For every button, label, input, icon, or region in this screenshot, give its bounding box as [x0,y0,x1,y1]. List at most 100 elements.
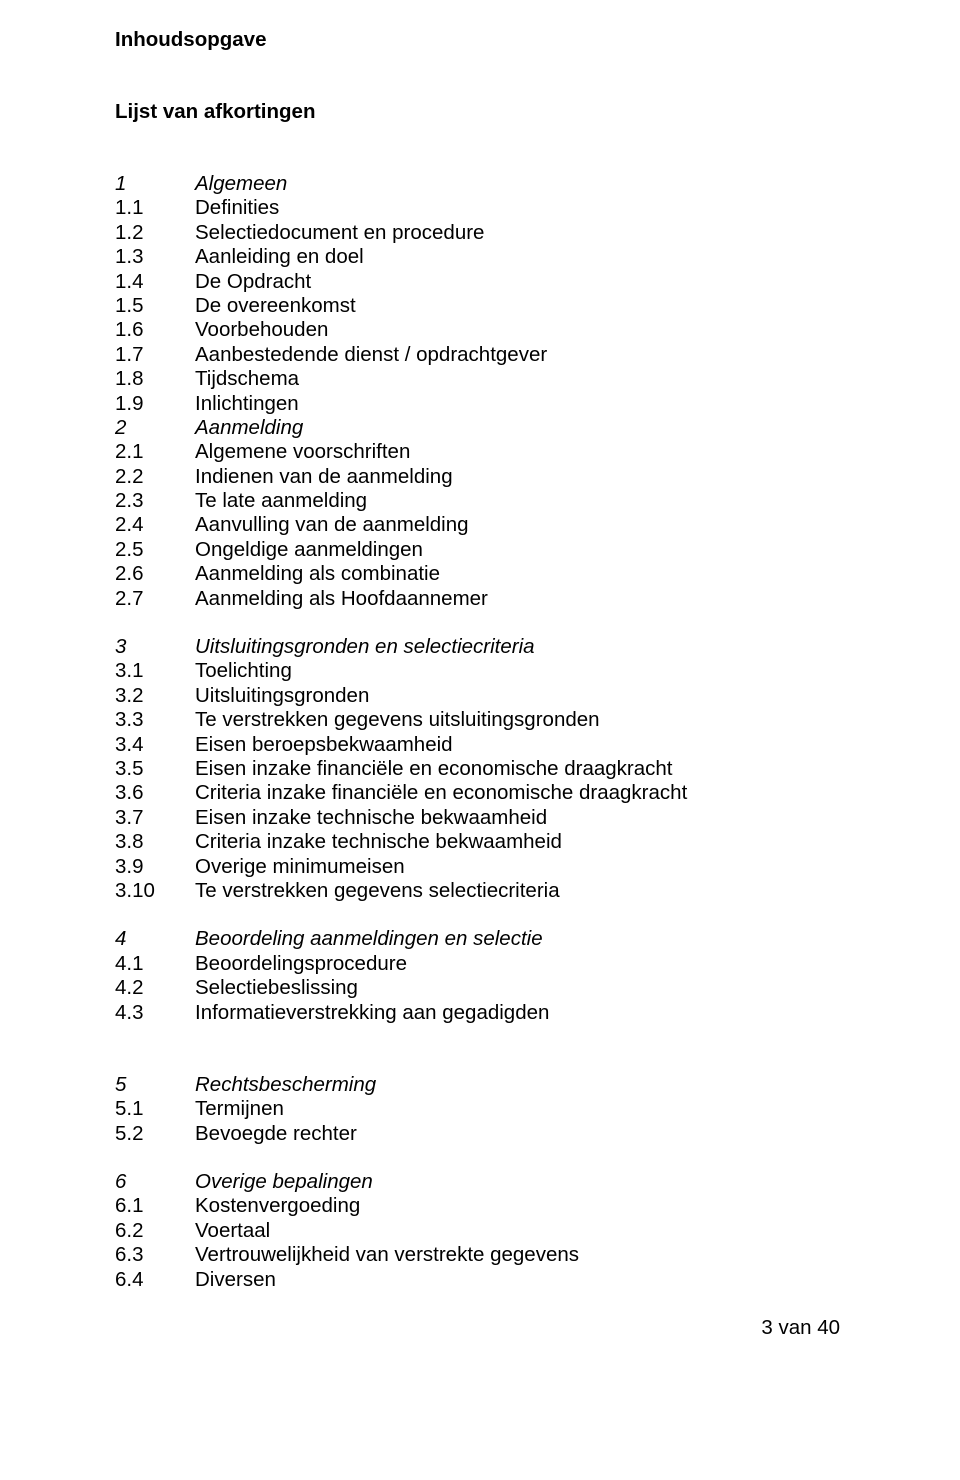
toc-section-number: 1 [115,172,195,196]
toc-item-label: Algemene voorschriften [195,440,840,464]
toc-item-label: Selectiebeslissing [195,976,840,1000]
toc-item-number: 1.6 [115,318,195,342]
toc-item: 1.6Voorbehouden [115,318,840,342]
toc-item: 2.4Aanvulling van de aanmelding [115,513,840,537]
toc-item-number: 3.6 [115,781,195,805]
toc-item: 3.10Te verstrekken gegevens selectiecrit… [115,879,840,903]
toc-section-label: Rechtsbescherming [195,1073,840,1097]
toc-item-number: 3.4 [115,733,195,757]
toc-item-number: 6.4 [115,1268,195,1292]
toc-section-label: Uitsluitingsgronden en selectiecriteria [195,635,840,659]
toc-item-number: 3.10 [115,879,195,903]
toc-item-label: Overige minimumeisen [195,855,840,879]
toc-item-label: Selectiedocument en procedure [195,221,840,245]
toc-section: 4Beoordeling aanmeldingen en selectie4.1… [115,927,840,1025]
toc-item-label: Te late aanmelding [195,489,840,513]
toc-item: 5.1Termijnen [115,1097,840,1121]
toc-item-number: 2.4 [115,513,195,537]
toc-item-label: Uitsluitingsgronden [195,684,840,708]
toc-item: 1.5De overeenkomst [115,294,840,318]
toc-item-number: 6.3 [115,1243,195,1267]
toc-item-label: Eisen inzake financiële en economische d… [195,757,840,781]
toc-section-number: 6 [115,1170,195,1194]
toc-item-number: 3.8 [115,830,195,854]
toc-item-number: 4.3 [115,1001,195,1025]
toc-item-number: 1.4 [115,270,195,294]
toc-item-label: De Opdracht [195,270,840,294]
toc-item: 2.7Aanmelding als Hoofdaannemer [115,587,840,611]
toc-item-number: 3.9 [115,855,195,879]
toc-item-label: Informatieverstrekking aan gegadigden [195,1001,840,1025]
toc-item-label: Criteria inzake financiële en economisch… [195,781,840,805]
toc-item: 3.1Toelichting [115,659,840,683]
toc-item-number: 1.2 [115,221,195,245]
toc-item-label: Bevoegde rechter [195,1122,840,1146]
toc-item: 2.1Algemene voorschriften [115,440,840,464]
toc-item-label: Kostenvergoeding [195,1194,840,1218]
toc-item-label: Eisen beroepsbekwaamheid [195,733,840,757]
toc-item: 3.9Overige minimumeisen [115,855,840,879]
toc-item: 1.3Aanleiding en doel [115,245,840,269]
toc-group-top: 1Algemeen1.1Definities1.2Selectiedocumen… [115,172,840,1025]
toc-item: 4.3Informatieverstrekking aan gegadigden [115,1001,840,1025]
toc-item: 3.2Uitsluitingsgronden [115,684,840,708]
toc-item: 1.9Inlichtingen [115,392,840,416]
toc-item-number: 4.1 [115,952,195,976]
toc-section-head: 1Algemeen [115,172,840,196]
toc-item-number: 4.2 [115,976,195,1000]
toc-item-number: 3.3 [115,708,195,732]
toc-section-label: Aanmelding [195,416,840,440]
toc-item-number: 3.1 [115,659,195,683]
toc-item: 3.7Eisen inzake technische bekwaamheid [115,806,840,830]
toc-section-head: 5Rechtsbescherming [115,1073,840,1097]
toc-section: 5Rechtsbescherming5.1Termijnen5.2Bevoegd… [115,1073,840,1146]
toc-item: 4.2Selectiebeslissing [115,976,840,1000]
toc-item: 3.4Eisen beroepsbekwaamheid [115,733,840,757]
toc-section: 6Overige bepalingen6.1Kostenvergoeding6.… [115,1170,840,1292]
section-gap [115,1049,840,1073]
toc-item-number: 2.3 [115,489,195,513]
toc-item-number: 2.2 [115,465,195,489]
toc-item-number: 1.3 [115,245,195,269]
toc-item-label: Te verstrekken gegevens uitsluitingsgron… [195,708,840,732]
toc-item-label: Voorbehouden [195,318,840,342]
page-title: Inhoudsopgave [115,28,840,52]
toc-item: 4.1Beoordelingsprocedure [115,952,840,976]
toc-item: 1.7Aanbestedende dienst / opdrachtgever [115,343,840,367]
toc-section-label: Beoordeling aanmeldingen en selectie [195,927,840,951]
toc-item: 1.4De Opdracht [115,270,840,294]
toc-item-number: 1.1 [115,196,195,220]
toc-item-label: Beoordelingsprocedure [195,952,840,976]
toc-item-label: Aanmelding als Hoofdaannemer [195,587,840,611]
toc-item-number: 5.1 [115,1097,195,1121]
toc-item-number: 6.2 [115,1219,195,1243]
toc-item: 2.2Indienen van de aanmelding [115,465,840,489]
toc-section: 2Aanmelding2.1Algemene voorschriften2.2I… [115,416,840,611]
toc-item-label: Voertaal [195,1219,840,1243]
toc-item-label: Te verstrekken gegevens selectiecriteria [195,879,840,903]
toc-item-label: Diversen [195,1268,840,1292]
toc-item-number: 6.1 [115,1194,195,1218]
toc-item-number: 1.8 [115,367,195,391]
toc-section-label: Overige bepalingen [195,1170,840,1194]
toc-item-number: 1.5 [115,294,195,318]
toc-item: 2.6Aanmelding als combinatie [115,562,840,586]
toc-item-label: Vertrouwelijkheid van verstrekte gegeven… [195,1243,840,1267]
toc-item: 2.5Ongeldige aanmeldingen [115,538,840,562]
toc-item-label: Definities [195,196,840,220]
document-page: Inhoudsopgave Lijst van afkortingen 1Alg… [0,0,960,1368]
toc-section-number: 5 [115,1073,195,1097]
toc-section-number: 4 [115,927,195,951]
toc-group-bottom: 5Rechtsbescherming5.1Termijnen5.2Bevoegd… [115,1073,840,1292]
toc-item-label: Criteria inzake technische bekwaamheid [195,830,840,854]
toc-item-label: Aanleiding en doel [195,245,840,269]
toc-item: 3.3Te verstrekken gegevens uitsluitingsg… [115,708,840,732]
toc-section-label: Algemeen [195,172,840,196]
toc-item-label: De overeenkomst [195,294,840,318]
toc-section: 1Algemeen1.1Definities1.2Selectiedocumen… [115,172,840,416]
toc-item: 1.8Tijdschema [115,367,840,391]
toc-item: 3.8Criteria inzake technische bekwaamhei… [115,830,840,854]
toc-section-head: 4Beoordeling aanmeldingen en selectie [115,927,840,951]
toc-item-number: 1.9 [115,392,195,416]
toc-item-number: 2.7 [115,587,195,611]
